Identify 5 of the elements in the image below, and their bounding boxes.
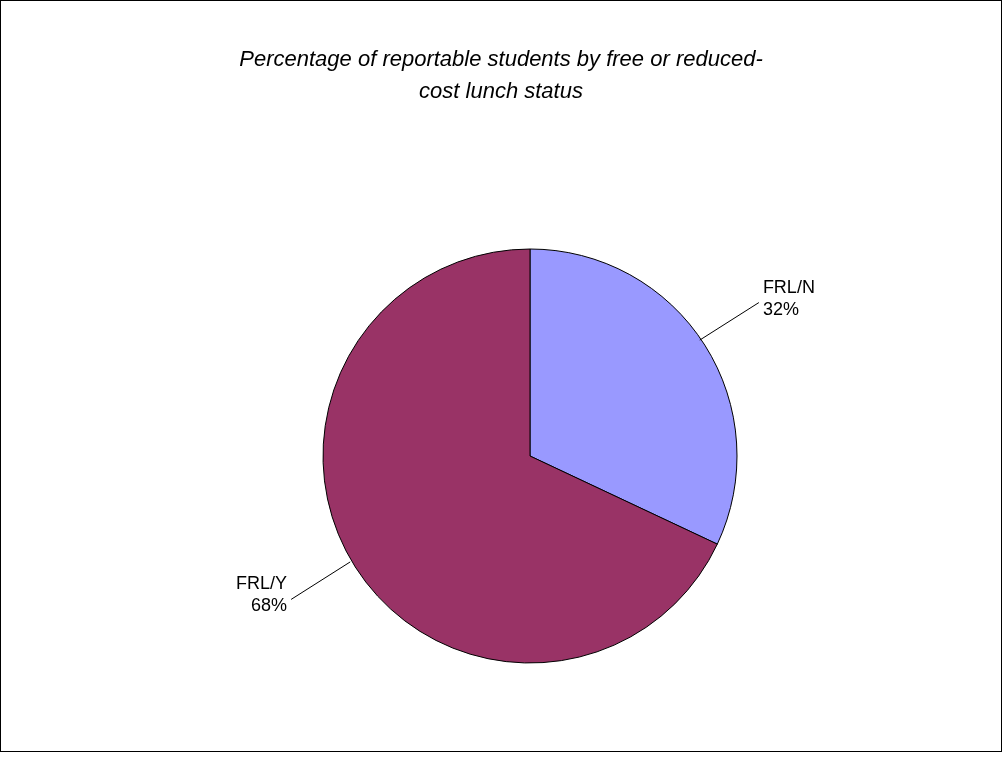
data-label: 32%	[762, 298, 799, 319]
chart-title: Percentage of reportable students by free or reduced-cost lunch status	[238, 45, 764, 105]
slice-label: FRL/N	[762, 276, 815, 297]
data-label: 68%	[251, 595, 288, 616]
slice-label: FRL/Y	[236, 573, 288, 594]
